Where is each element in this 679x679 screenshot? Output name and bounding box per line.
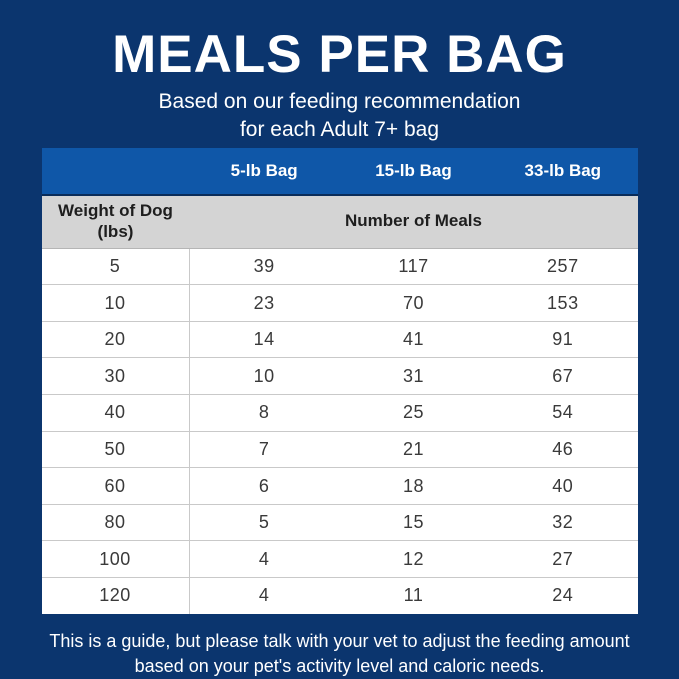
meals-cell: 24: [552, 585, 574, 606]
meals-cell: 25: [402, 402, 424, 423]
weight-cell: 100: [42, 541, 190, 578]
subtitle-line-2: for each Adult 7+ bag: [239, 118, 440, 142]
header-section: MEALS PER BAG Based on our feeding recom…: [0, 0, 679, 148]
meals-cell: 15: [402, 512, 424, 533]
meals-cell: 10: [253, 365, 275, 386]
footer-line-2: based on your pet's activity level and c…: [134, 655, 545, 676]
table-row: 60 6 18 40: [41, 467, 638, 504]
column-header-5lb-bag: 5-lb Bag: [230, 160, 298, 180]
weight-cell: 10: [42, 285, 190, 321]
meals-per-bag-table: 5-lb Bag 15-lb Bag 33-lb Bag Weight of D…: [41, 147, 638, 614]
table-row: 120 4 11 24: [41, 577, 638, 614]
weight-cell: 30: [42, 358, 190, 395]
column-header-33lb-bag: 33-lb Bag: [524, 160, 602, 180]
footer-note: This is a guide, but please talk with yo…: [49, 629, 629, 679]
meals-cell: 14: [253, 329, 275, 350]
meals-cell: 6: [258, 475, 270, 496]
footer-line-1: This is a guide, but please talk with yo…: [49, 630, 630, 651]
meals-cell: 54: [552, 402, 574, 423]
meals-cell: 23: [253, 292, 275, 313]
meals-cell: 8: [258, 402, 270, 423]
meals-cell: 39: [253, 255, 275, 276]
weight-header-line-1: Weight of Dog: [58, 201, 173, 221]
meals-cell: 5: [258, 512, 270, 533]
sub-header-row: Weight of Dog (lbs) Number of Meals: [41, 195, 638, 249]
weight-cell: 50: [42, 431, 190, 468]
meals-cell: 7: [258, 438, 270, 459]
weight-cell: 40: [42, 395, 190, 431]
weight-header-line-2: (lbs): [97, 221, 134, 241]
table-row: 10 23 70 153: [41, 284, 638, 321]
subtitle-line-1: Based on our feeding recommendation: [158, 90, 521, 114]
meals-cell: 153: [547, 292, 579, 313]
page-title: MEALS PER BAG: [112, 25, 567, 84]
weight-cell: 80: [42, 504, 190, 541]
table-body: 5 39 117 257 10 23 70 153 20 14 41 91 30 10 31 67 40 8 25 5…: [41, 248, 638, 614]
meals-cell: 46: [552, 438, 574, 459]
meals-cell: 12: [402, 548, 424, 569]
meals-cell: 32: [552, 512, 574, 533]
column-header-15lb-bag: 15-lb Bag: [375, 160, 452, 180]
weight-cell: 60: [42, 468, 190, 504]
weight-cell: 5: [42, 248, 190, 285]
table-row: 40 8 25 54: [41, 394, 638, 431]
weight-of-dog-header: Weight of Dog (lbs): [42, 196, 190, 248]
table-row: 20 14 41 91: [41, 320, 638, 358]
meals-cell: 70: [402, 292, 424, 313]
meals-cell: 67: [552, 365, 574, 386]
meals-cell: 4: [258, 585, 270, 606]
meals-cell: 11: [403, 585, 424, 606]
meals-cell: 31: [402, 365, 424, 386]
meals-cell: 117: [398, 255, 429, 276]
meals-cell: 91: [552, 329, 574, 350]
table-row: 80 5 15 32: [41, 503, 638, 541]
number-of-meals-header: Number of Meals: [345, 211, 482, 231]
meals-cell: 18: [402, 475, 424, 496]
meals-cell: 41: [402, 329, 424, 350]
bag-size-header-row: 5-lb Bag 15-lb Bag 33-lb Bag: [41, 147, 638, 196]
subtitle: Based on our feeding recommendation for …: [159, 88, 521, 143]
table-row: 50 7 21 46: [41, 430, 638, 468]
meals-cell: 27: [552, 548, 574, 569]
meals-cell: 4: [258, 548, 270, 569]
weight-cell: 20: [42, 321, 190, 358]
meals-cell: 40: [552, 475, 574, 496]
table-row: 5 39 117 257: [41, 248, 638, 285]
meals-cell: 257: [547, 255, 579, 276]
table-row: 30 10 31 67: [41, 357, 638, 395]
meals-cell: 21: [402, 438, 424, 459]
weight-cell: 120: [42, 578, 190, 614]
table-row: 100 4 12 27: [41, 540, 638, 578]
empty-corner-cell: [42, 148, 190, 194]
